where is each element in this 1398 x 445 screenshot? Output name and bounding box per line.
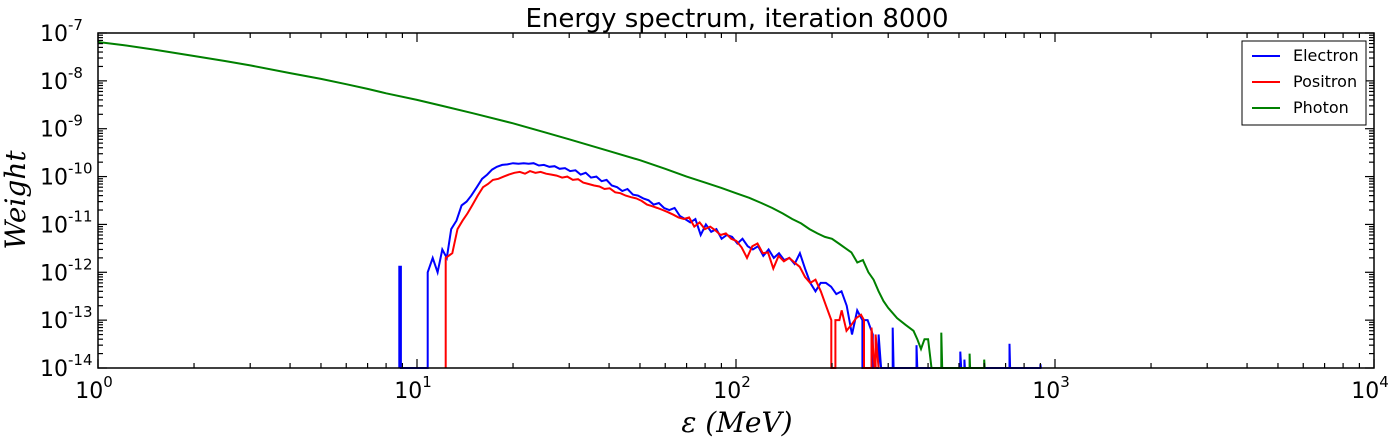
x-tick-label: 103 [1032,373,1070,404]
x-tick-label: 101 [394,373,432,404]
series-line-photon [97,41,986,369]
legend-label-positron: Positron [1293,72,1357,91]
y-tick-label: 10-8 [40,64,83,95]
x-tick-label: 104 [1351,373,1389,404]
tick-layer: 100 101 102 103 104 10-14 10-13 10-12 10-11 10-10… [40,16,1389,404]
series-line-electron [398,162,1042,369]
plot-area-frame [97,32,1375,369]
y-tick-label: 10-7 [40,16,83,47]
series-line-positron [444,170,880,369]
x-axis-label: ε (MeV) [681,406,792,439]
y-tick-label: 10-14 [40,351,93,382]
y-axis-label: Weight [0,150,32,250]
x-tick-label: 100 [75,373,113,404]
chart-title: Energy spectrum, iteration 8000 [525,4,948,34]
legend-label-photon: Photon [1293,98,1349,117]
y-tick-label: 10-12 [40,255,93,286]
y-tick-label: 10-10 [40,160,93,191]
series-layer [97,41,1042,369]
y-tick-label: 10-11 [40,207,93,238]
y-tick-label: 10-13 [40,303,93,334]
x-tick-label: 102 [713,373,751,404]
legend: Electron Positron Photon [1241,40,1367,126]
legend-label-electron: Electron [1293,46,1359,65]
y-tick-label: 10-9 [40,112,83,143]
